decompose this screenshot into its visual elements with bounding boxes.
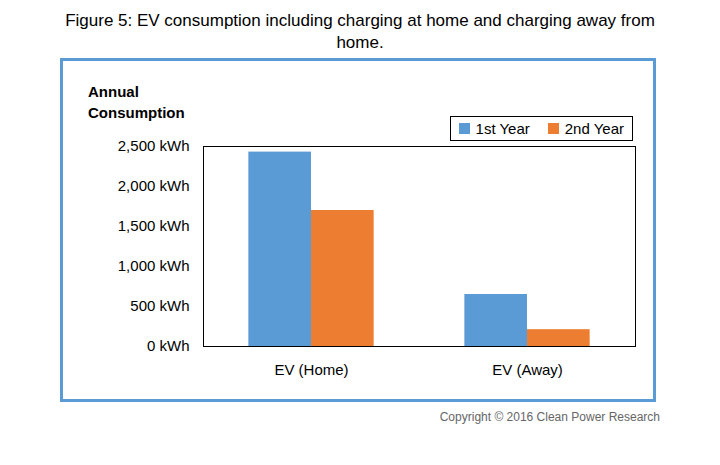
svg-text:500 kWh: 500 kWh (130, 297, 189, 314)
html-text:1st Year: 1st Year (475, 120, 530, 137)
svg-text:2,500 kWh: 2,500 kWh (118, 137, 190, 154)
svg-text:EV (Away): EV (Away) (492, 361, 563, 378)
html-text:Annual Consumption: Annual Consumption (88, 83, 185, 121)
html-text:Figure 5: EV consumption inclu: Figure 5: EV consumption including charg… (65, 11, 655, 52)
html-text:2nd Year: 2nd Year (564, 120, 624, 137)
svg-text:1,500 kWh: 1,500 kWh (118, 217, 190, 234)
html-text:Copyright © 2016 Clean Power R: Copyright © 2016 Clean Power Research (439, 410, 660, 424)
svg-text:0 kWh: 0 kWh (147, 337, 190, 354)
svg-text:2,000 kWh: 2,000 kWh (118, 177, 190, 194)
svg-text:EV (Home): EV (Home) (274, 361, 348, 378)
svg-text:1,000 kWh: 1,000 kWh (118, 257, 190, 274)
